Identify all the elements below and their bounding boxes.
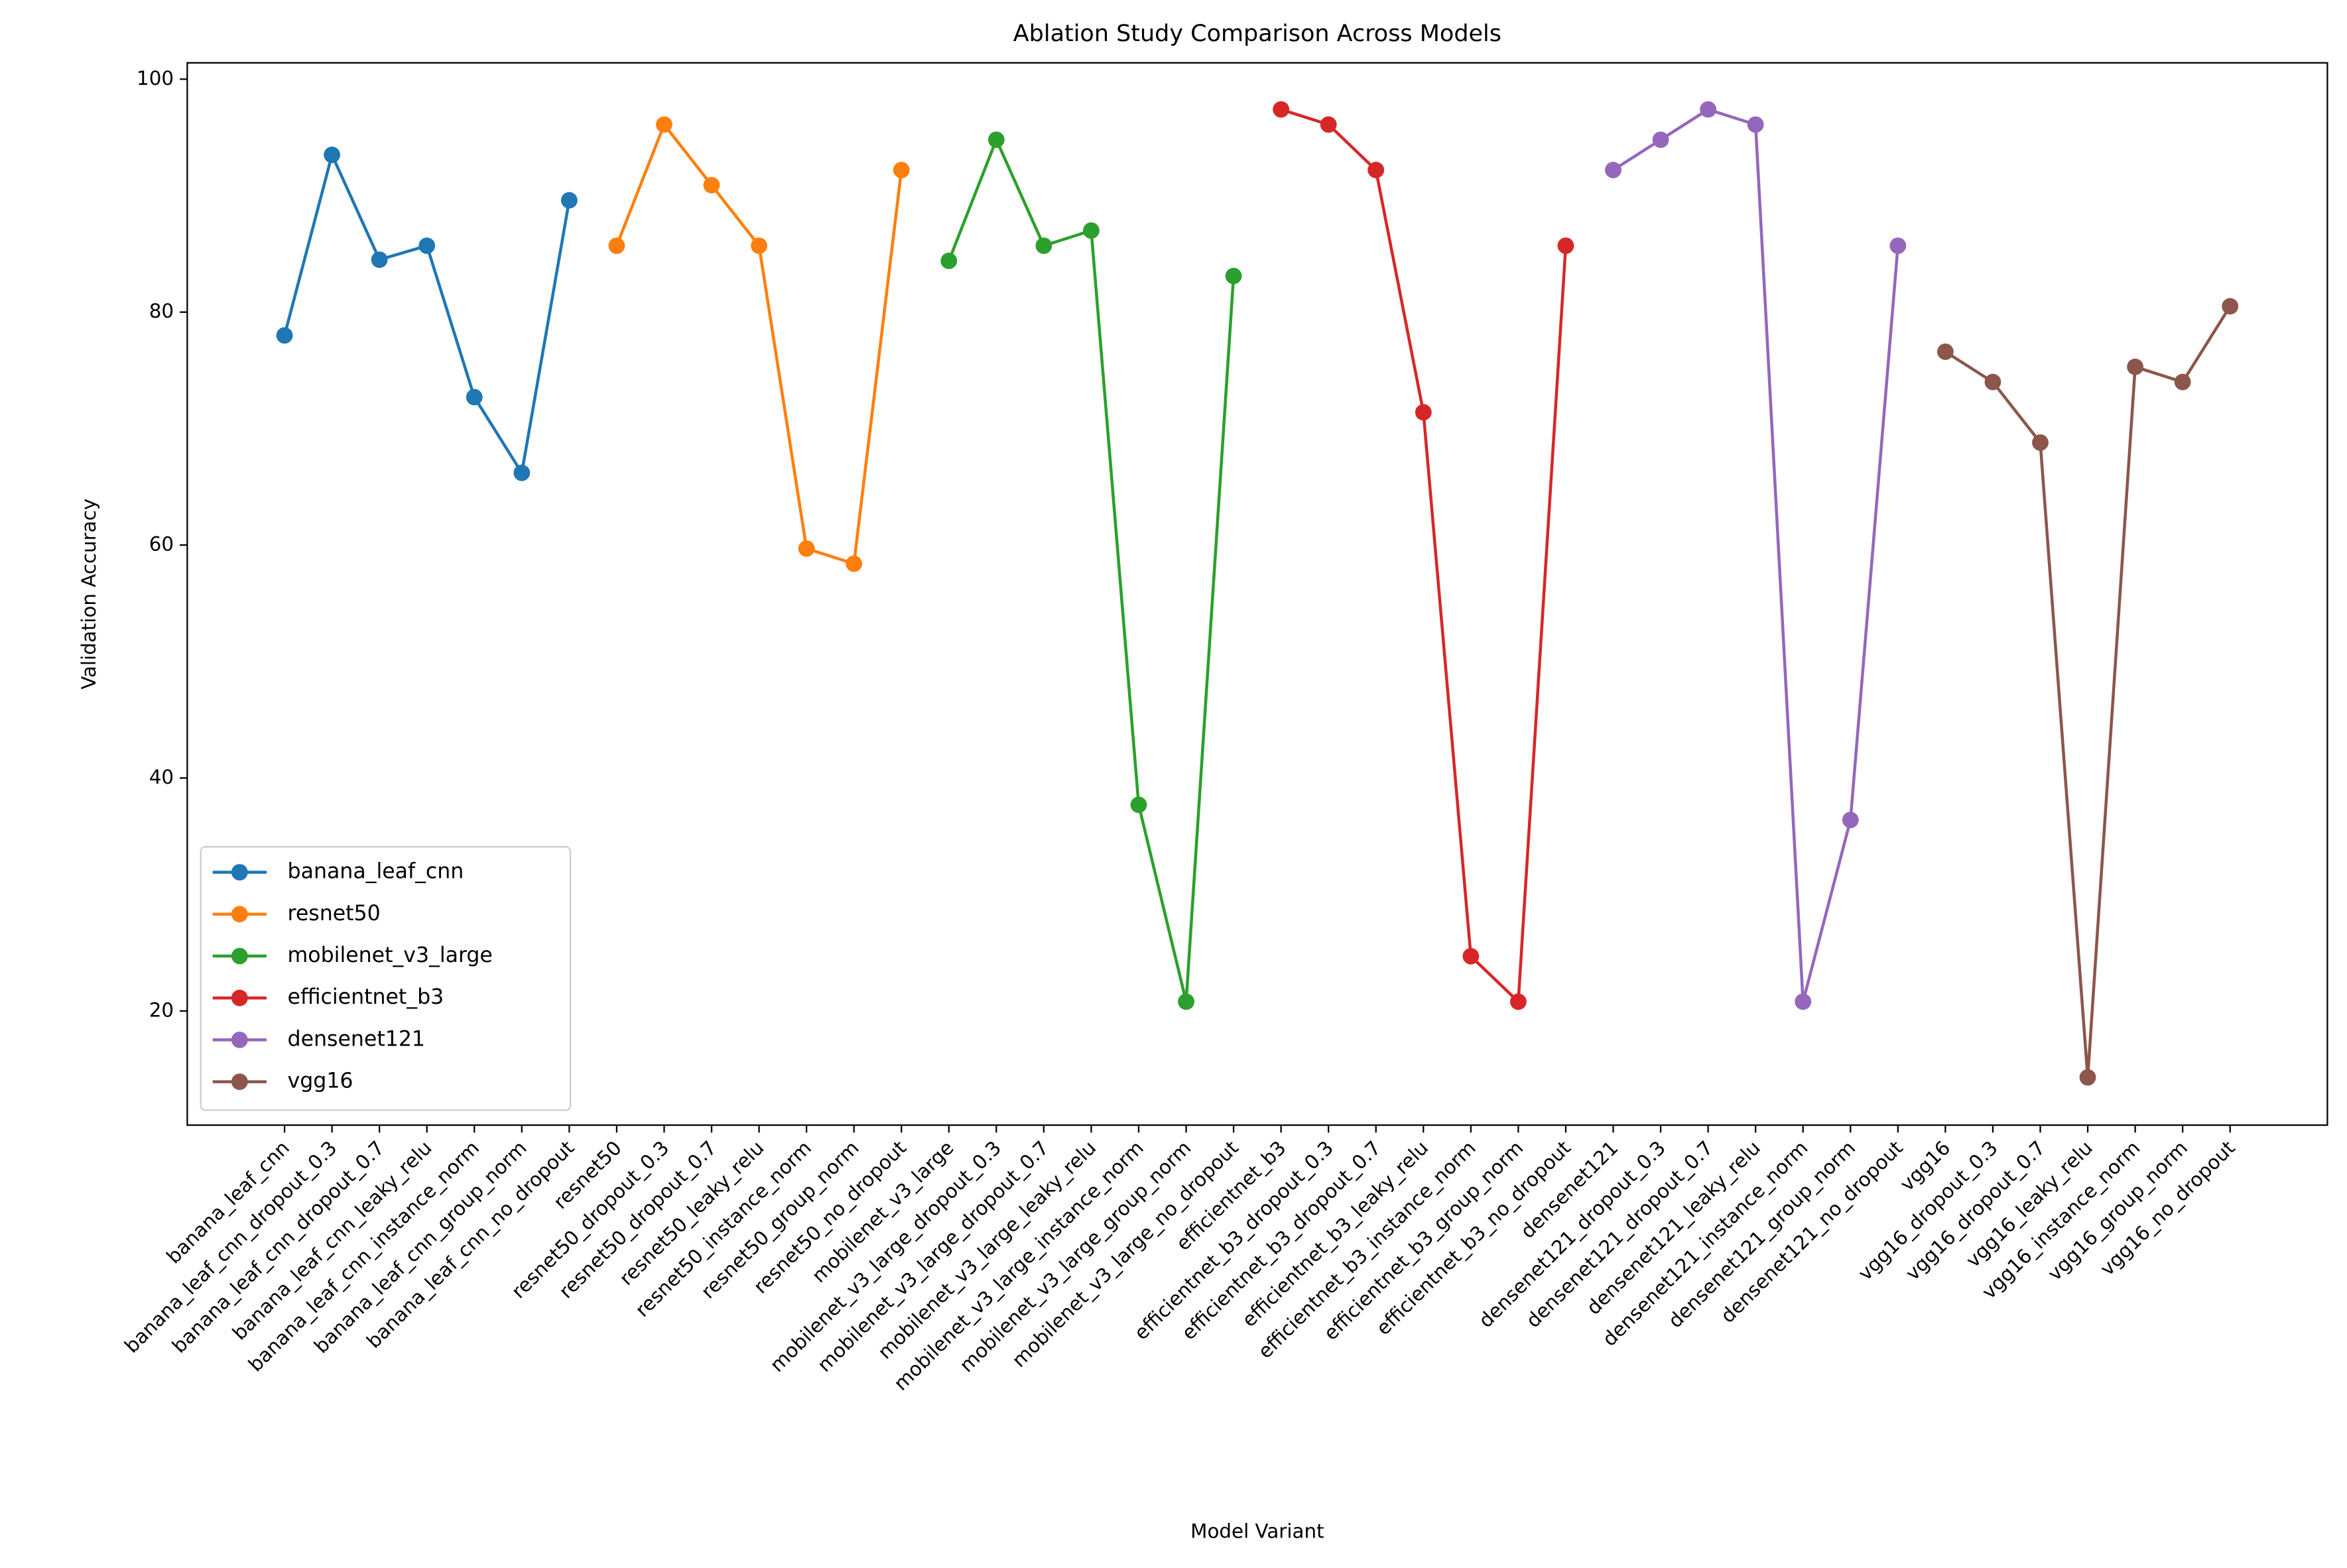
point	[987, 131, 1005, 149]
point	[1652, 131, 1669, 149]
point	[371, 251, 388, 269]
point	[1178, 993, 1194, 1010]
plot-frame	[186, 62, 2328, 1126]
point	[418, 237, 436, 255]
legend-label: mobilenet_v3_large	[288, 943, 493, 967]
point	[513, 464, 531, 481]
point	[2174, 373, 2191, 391]
x-axis-label: Model Variant	[1190, 1520, 1324, 1542]
legend-label: vgg16	[288, 1069, 353, 1093]
point	[1035, 237, 1052, 255]
y-axis-label: Validation Accuracy	[78, 499, 100, 690]
point	[1747, 116, 1764, 133]
legend-label: efficientnet_b3	[288, 985, 444, 1009]
point	[893, 161, 910, 178]
point	[1889, 237, 1907, 255]
point	[1130, 796, 1147, 814]
point	[466, 389, 483, 406]
legend-marker	[231, 906, 248, 923]
point	[656, 116, 672, 133]
point	[1083, 222, 1100, 239]
chart-title: Ablation Study Comparison Across Models	[1013, 21, 1501, 47]
point	[1225, 267, 1242, 284]
point	[1510, 993, 1527, 1010]
y-tick-label: 80	[149, 300, 174, 322]
point	[1415, 404, 1432, 421]
legend-label: densenet121	[288, 1027, 425, 1051]
point	[1795, 993, 1812, 1010]
point	[798, 540, 815, 557]
point	[560, 192, 578, 209]
point	[846, 555, 863, 572]
point	[1842, 812, 1859, 829]
point	[2127, 358, 2144, 375]
point	[608, 237, 625, 255]
legend-box	[200, 846, 572, 1111]
y-tick-label: 60	[149, 533, 174, 556]
legend-label: resnet50	[288, 902, 381, 926]
point	[1367, 161, 1385, 178]
legend-label: banana_leaf_cnn	[288, 860, 464, 884]
y-tick-label: 20	[149, 998, 174, 1021]
point	[2079, 1069, 2096, 1086]
point	[1273, 101, 1290, 118]
point	[703, 176, 720, 194]
point	[2222, 298, 2239, 315]
legend-marker	[231, 947, 248, 965]
legend-marker	[231, 1073, 248, 1090]
point	[324, 147, 340, 163]
legend-marker	[231, 864, 248, 881]
point	[2032, 434, 2049, 451]
point	[1462, 947, 1480, 965]
point	[940, 253, 958, 269]
point	[1984, 373, 2001, 391]
point	[751, 237, 767, 255]
point	[1557, 237, 1574, 255]
point	[276, 327, 293, 344]
point	[1700, 101, 1717, 118]
y-tick-label: 40	[149, 766, 174, 788]
legend-marker	[231, 1031, 248, 1048]
point	[1936, 343, 1954, 360]
y-tick-label: 100	[137, 67, 174, 90]
point	[1605, 161, 1621, 178]
legend-marker	[231, 989, 248, 1006]
point	[1320, 116, 1337, 133]
